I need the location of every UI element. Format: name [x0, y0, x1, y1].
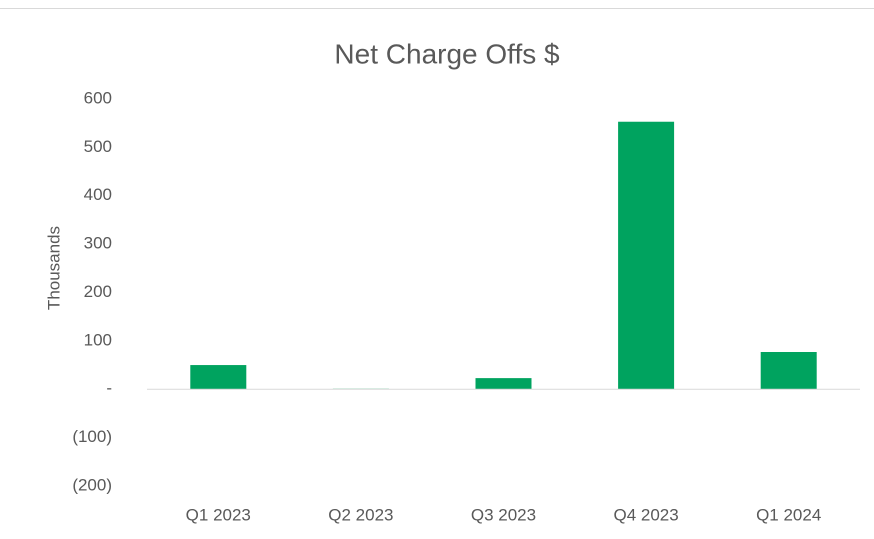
x-tick-label: Q1 2023 [186, 505, 251, 524]
chart-title: Net Charge Offs $ [334, 38, 560, 69]
x-tick-label: Q2 2023 [328, 505, 393, 524]
y-tick-label: 100 [84, 330, 112, 349]
bar [190, 365, 247, 390]
bar [760, 352, 817, 390]
y-tick-label: 200 [84, 282, 112, 301]
y-axis-label: Thousands [44, 226, 63, 310]
y-tick-label: 400 [84, 185, 112, 204]
y-tick-label: (200) [72, 475, 112, 494]
y-tick-label: - [106, 379, 112, 398]
x-tick-label: Q4 2023 [613, 505, 678, 524]
y-tick-label: 300 [84, 234, 112, 253]
y-tick-label: (100) [72, 427, 112, 446]
y-tick-label: 600 [84, 88, 112, 107]
bar [475, 378, 532, 390]
x-tick-label: Q3 2023 [471, 505, 536, 524]
x-tick-label: Q1 2024 [756, 505, 821, 524]
bar [618, 121, 675, 390]
y-tick-label: 500 [84, 137, 112, 156]
